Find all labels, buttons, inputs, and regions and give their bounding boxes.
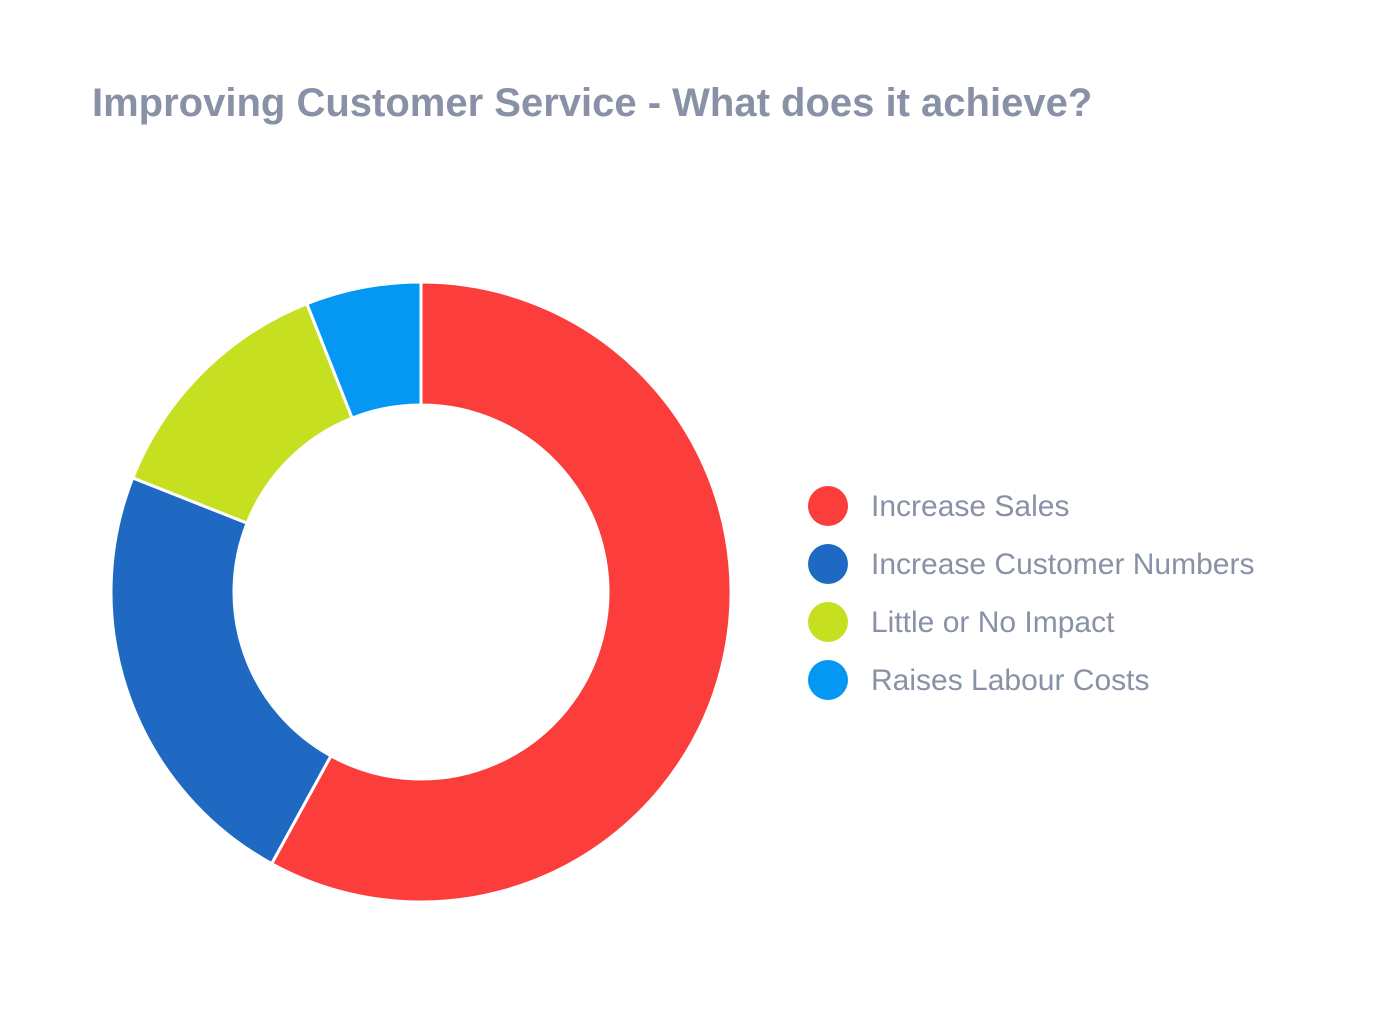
legend-swatch [808, 602, 848, 642]
legend-label: Increase Sales [871, 490, 1069, 523]
legend-swatch [808, 544, 848, 584]
legend-label: Little or No Impact [871, 606, 1115, 639]
chart-title: Improving Customer Service - What does i… [92, 81, 1092, 125]
legend-label: Raises Labour Costs [871, 664, 1149, 697]
slice [109, 475, 333, 866]
legend-swatch [808, 660, 848, 700]
legend-swatch [808, 486, 848, 526]
slice [269, 280, 733, 904]
slice [304, 280, 423, 421]
legend-label: Increase Customer Numbers [871, 548, 1254, 581]
